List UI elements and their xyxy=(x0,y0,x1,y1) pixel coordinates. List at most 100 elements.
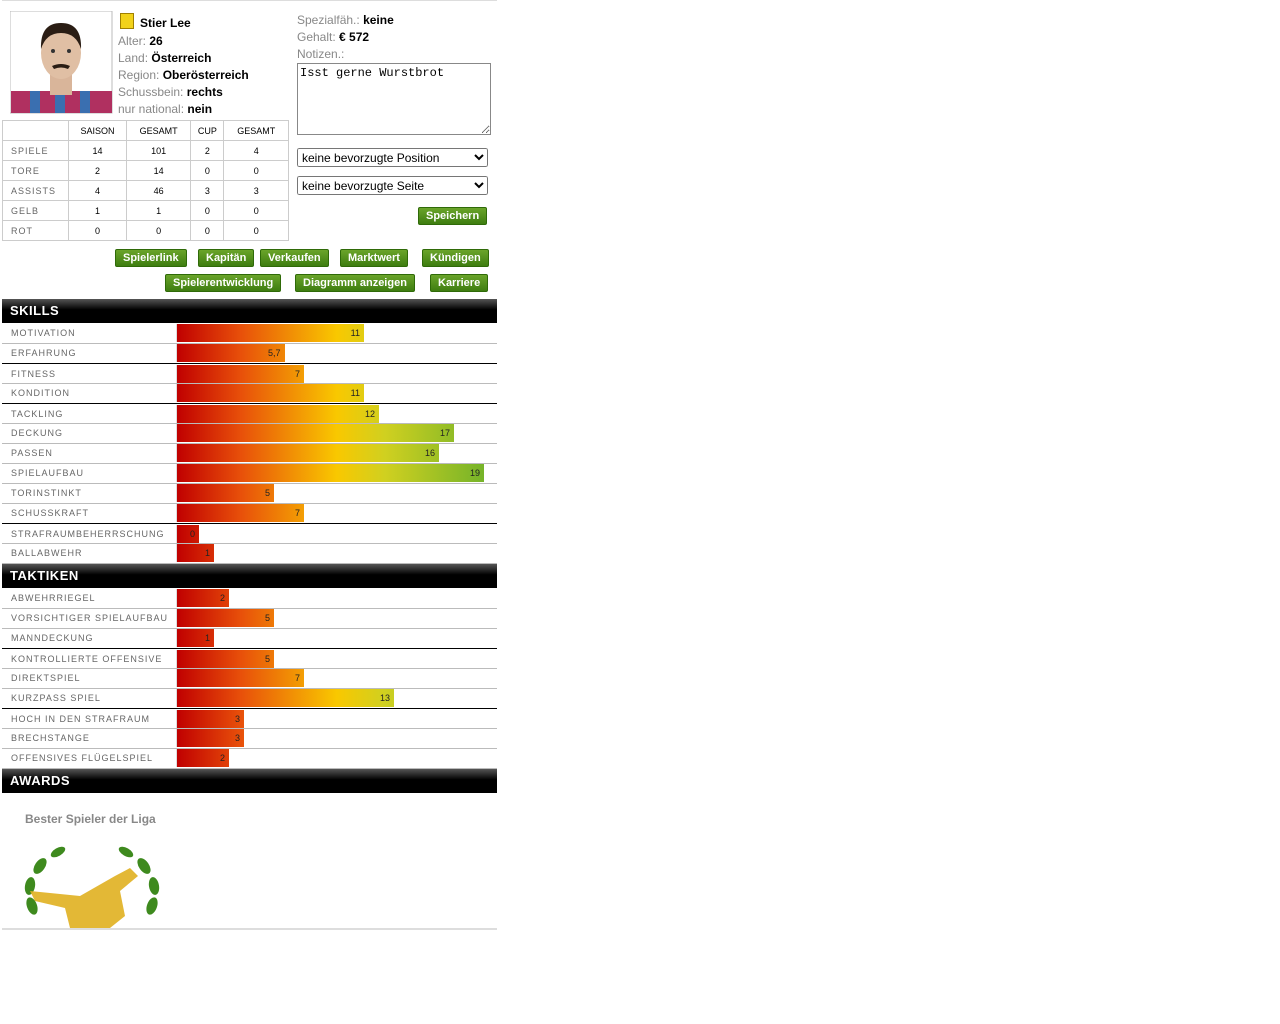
skill-value: 1 xyxy=(204,548,210,558)
table-row: ASSISTS 4 46 3 3 xyxy=(2,180,289,201)
skill-row: DIREKTSPIEL 7 xyxy=(2,668,497,689)
button[interactable]: Diagramm anzeigen xyxy=(295,274,415,292)
skill-row: TACKLING 12 xyxy=(2,403,497,424)
button[interactable]: Karriere xyxy=(430,274,489,292)
skill-bar: 12 xyxy=(177,405,379,423)
skill-row: FITNESS 7 xyxy=(2,363,497,384)
player-panel: Stier Lee Alter: 26 Land: Österreich Regio… xyxy=(2,0,497,930)
skill-name: BALLABWEHR xyxy=(11,548,83,558)
skill-row: KURZPASS SPIEL 13 xyxy=(2,688,497,709)
skill-name: DECKUNG xyxy=(11,428,64,438)
button[interactable]: Spielerentwicklung xyxy=(165,274,282,292)
award-icon xyxy=(24,846,160,928)
skill-value: 13 xyxy=(379,693,390,703)
info-value: Oberösterreich xyxy=(162,68,249,82)
skill-bar: 2 xyxy=(177,589,229,607)
table-cell: 0 xyxy=(125,220,192,241)
skill-row: ERFAHRUNG 5,7 xyxy=(2,343,497,364)
table-cell: 101 xyxy=(125,140,192,161)
position-select[interactable]: keine bevorzugte Position xyxy=(297,148,488,167)
row-label: TORE xyxy=(2,160,69,181)
section-header: AWARDS xyxy=(2,769,497,793)
table-cell: 0 xyxy=(223,220,289,241)
button[interactable]: Spielerlink xyxy=(115,249,187,267)
table-cell: 0 xyxy=(190,160,225,181)
skill-row: KONTROLLIERTE OFFENSIVE 5 xyxy=(2,648,497,669)
divider xyxy=(176,729,177,747)
skill-row: MANNDECKUNG 1 xyxy=(2,628,497,649)
divider xyxy=(176,464,177,482)
table-cell: 3 xyxy=(223,180,289,201)
skill-bar: 7 xyxy=(177,504,304,522)
button[interactable]: Kündigen xyxy=(422,249,489,267)
table-cell: 0 xyxy=(68,220,127,241)
skill-bar: 1 xyxy=(177,629,214,647)
skill-row: VORSICHTIGER SPIELAUFBAU 5 xyxy=(2,608,497,629)
table-cell: 1 xyxy=(125,200,192,221)
skill-name: DIREKTSPIEL xyxy=(11,673,81,683)
skill-bar: 5 xyxy=(177,650,274,668)
button[interactable]: Verkaufen xyxy=(260,249,329,267)
skill-name: MANNDECKUNG xyxy=(11,633,94,643)
button[interactable]: Marktwert xyxy=(340,249,408,267)
table-cell: 14 xyxy=(125,160,192,181)
skill-row: MOTIVATION 11 xyxy=(2,323,497,344)
table-row: SPIELE 14 101 2 4 xyxy=(2,140,289,161)
info-line: Spezialfäh.: keine xyxy=(297,12,394,29)
skill-bar: 7 xyxy=(177,365,304,383)
skill-value: 19 xyxy=(469,468,480,478)
divider xyxy=(176,424,177,442)
save-button[interactable]: Speichern xyxy=(418,207,488,225)
skill-value: 12 xyxy=(364,409,375,419)
table-cell: 0 xyxy=(190,220,225,241)
divider xyxy=(176,324,177,342)
skill-row: KONDITION 11 xyxy=(2,383,497,404)
divider xyxy=(176,365,177,383)
notes-textarea[interactable]: Isst gerne Wurstbrot xyxy=(297,63,491,135)
skill-value: 1 xyxy=(204,633,210,643)
header-cell: SAISON xyxy=(68,120,127,141)
info-label: nur national: xyxy=(118,102,185,116)
divider xyxy=(176,650,177,668)
table-cell: 0 xyxy=(223,200,289,221)
info-value: Österreich xyxy=(151,51,212,65)
table-row: TORE 2 14 0 0 xyxy=(2,160,289,181)
info-line: Schussbein: rechts xyxy=(118,84,249,101)
info-line: nur national: nein xyxy=(118,101,249,118)
button[interactable]: Kapitän xyxy=(198,249,255,267)
skill-bar: 11 xyxy=(177,324,364,342)
table-cell: 2 xyxy=(190,140,225,161)
skill-name: VORSICHTIGER SPIELAUFBAU xyxy=(11,613,169,623)
skill-value: 7 xyxy=(294,369,300,379)
side-select[interactable]: keine bevorzugte Seite xyxy=(297,176,488,195)
award-title: Bester Spieler der Liga xyxy=(25,812,156,826)
skill-value: 3 xyxy=(234,714,240,724)
row-label: ROT xyxy=(2,220,69,241)
divider xyxy=(176,504,177,522)
skill-bar: 1 xyxy=(177,544,214,562)
table-row: GELB 1 1 0 0 xyxy=(2,200,289,221)
player-name: Stier Lee xyxy=(140,16,191,30)
header-cell xyxy=(2,120,69,141)
skill-row: PASSEN 16 xyxy=(2,443,497,464)
info-line: Gehalt: € 572 xyxy=(297,29,394,46)
skill-value: 7 xyxy=(294,508,300,518)
skill-row: TORINSTINKT 5 xyxy=(2,483,497,504)
info-line: Land: Österreich xyxy=(118,50,249,67)
skill-bar: 19 xyxy=(177,464,484,482)
stats-table: SAISON GESAMT CUP GESAMT SPIELE 14 101 2 4 TORE 2 1… xyxy=(2,120,289,241)
skill-value: 2 xyxy=(219,593,225,603)
info-value: nein xyxy=(187,102,213,116)
divider xyxy=(176,405,177,423)
skill-value: 11 xyxy=(350,388,360,398)
skill-name: MOTIVATION xyxy=(11,328,76,338)
skill-bar: 3 xyxy=(177,729,244,747)
section-header: SKILLS xyxy=(2,299,497,323)
skill-row: HOCH IN DEN STRAFRAUM 3 xyxy=(2,708,497,729)
skill-row: DECKUNG 17 xyxy=(2,423,497,444)
skill-value: 11 xyxy=(350,328,360,338)
skill-bar: 11 xyxy=(177,384,364,402)
row-label: SPIELE xyxy=(2,140,69,161)
table-cell: 0 xyxy=(190,200,225,221)
